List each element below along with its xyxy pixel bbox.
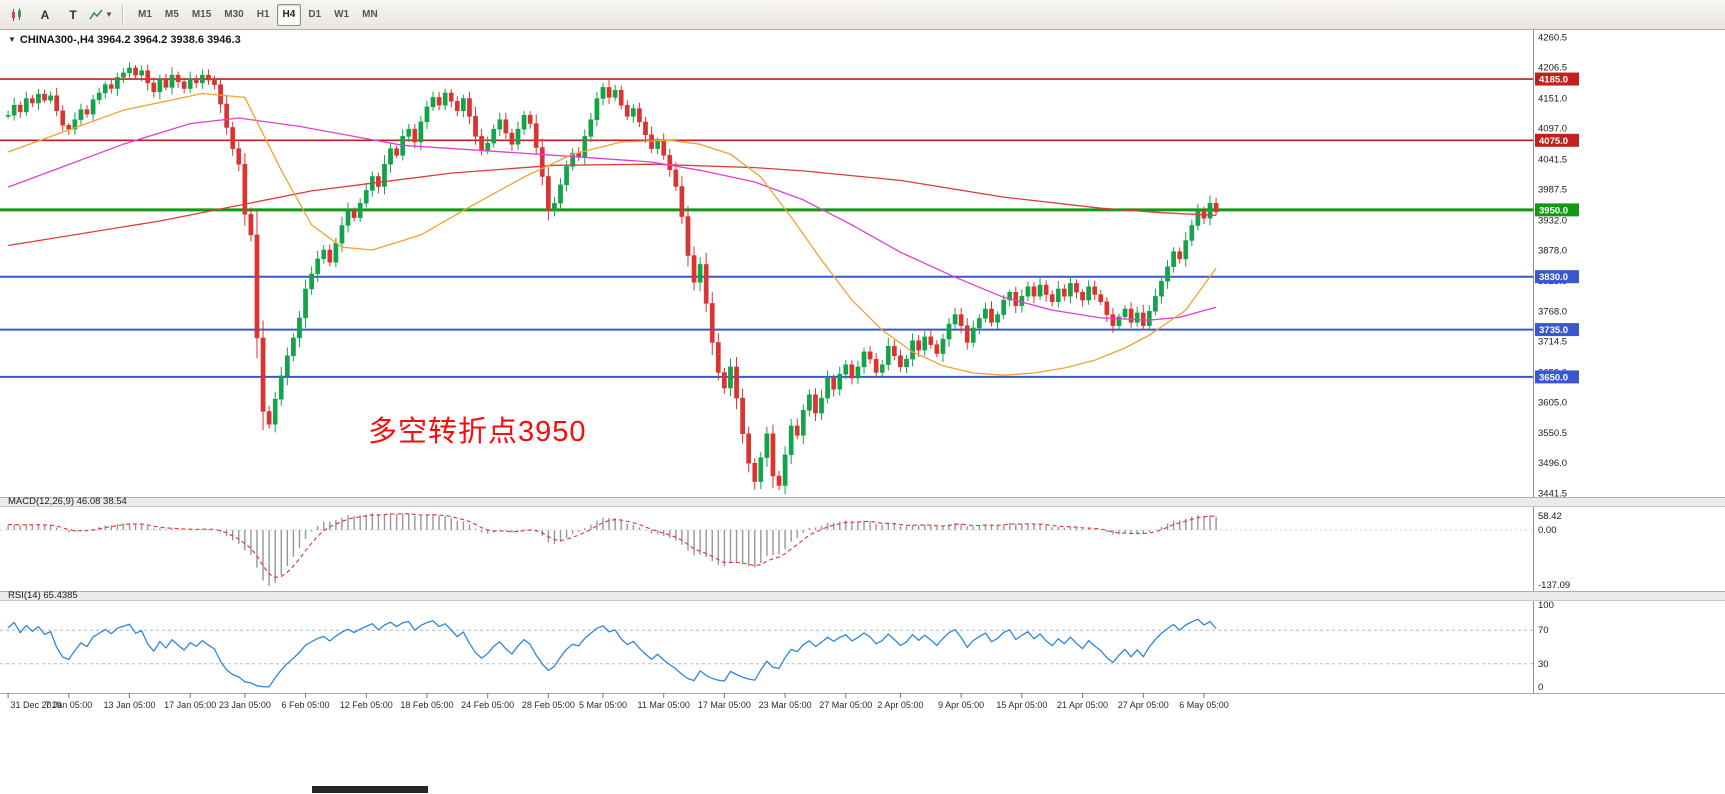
- svg-text:17 Mar 05:00: 17 Mar 05:00: [698, 700, 751, 710]
- macd-axis: 58.42 0.00 -137.09: [1538, 511, 1570, 591]
- svg-text:28 Feb 05:00: 28 Feb 05:00: [522, 700, 575, 710]
- svg-text:11 Mar 05:00: 11 Mar 05:00: [638, 700, 690, 710]
- candlestick-chart-icon: [12, 8, 21, 21]
- rsi-panel-divider[interactable]: [0, 591, 1725, 601]
- svg-text:3932.0: 3932.0: [1538, 215, 1567, 226]
- svg-text:3950.0: 3950.0: [1539, 205, 1568, 216]
- svg-text:-137.09: -137.09: [1538, 580, 1570, 591]
- macd-panel: [0, 513, 1533, 586]
- tf-h4-button[interactable]: H4: [276, 3, 302, 26]
- ma-slow-line: [7, 163, 1217, 247]
- svg-text:3441.5: 3441.5: [1538, 489, 1567, 500]
- tf-m1-button[interactable]: M1: [138, 9, 152, 20]
- tf-m5-button[interactable]: M5: [164, 9, 179, 20]
- level-price-badge: [1535, 133, 1579, 147]
- svg-text:31 Dec 2019: 31 Dec 2019: [10, 700, 61, 710]
- chart-annotation[interactable]: 多空转折点3950: [368, 416, 587, 448]
- svg-text:3714.5: 3714.5: [1538, 337, 1567, 348]
- chart-header-text: CHINA300-,H4 3964.2 3964.2 3938.6 3946.3: [19, 34, 241, 46]
- timeframe-group: M1 M5 M15 M30 H1 H4 D1 W1 MN: [132, 3, 384, 26]
- svg-text:6 Feb 05:00: 6 Feb 05:00: [282, 700, 330, 710]
- rsi-panel: [0, 618, 1533, 688]
- level-price-badge: [1535, 370, 1579, 384]
- template-tool-button[interactable]: T: [60, 3, 86, 27]
- svg-text:24 Feb 05:00: 24 Feb 05:00: [461, 700, 514, 710]
- price-axis: 4260.5 4206.5 4151.0 4097.0 4041.5 3987.5 3932…: [1533, 30, 1579, 693]
- ohlc-toggle-icon: ▼: [8, 35, 16, 44]
- tf-m15-button[interactable]: M15: [191, 9, 212, 20]
- level-price-badge: [1535, 270, 1579, 284]
- moving-averages: [7, 92, 1217, 376]
- level-price-badge: [1535, 323, 1579, 337]
- svg-text:3735.0: 3735.0: [1539, 325, 1568, 336]
- tf-mn-button[interactable]: MN: [362, 9, 378, 20]
- level-price-badge: [1535, 203, 1579, 217]
- svg-text:6 May 05:00: 6 May 05:00: [1179, 700, 1229, 710]
- svg-text:4260.5: 4260.5: [1538, 33, 1567, 44]
- svg-text:4041.5: 4041.5: [1538, 154, 1567, 165]
- svg-text:21 Apr 05:00: 21 Apr 05:00: [1057, 700, 1108, 710]
- svg-text:3987.5: 3987.5: [1538, 185, 1567, 196]
- svg-text:3830.0: 3830.0: [1539, 272, 1568, 283]
- template-tool-label: T: [69, 7, 77, 22]
- macd-signal-line: [8, 513, 1217, 578]
- text-tool-button[interactable]: A: [32, 3, 58, 27]
- svg-text:30: 30: [1538, 659, 1549, 670]
- svg-text:18 Feb 05:00: 18 Feb 05:00: [400, 700, 453, 710]
- horizontal-scrollbar-thumb[interactable]: [312, 786, 428, 793]
- svg-text:9 Apr 05:00: 9 Apr 05:00: [938, 700, 984, 710]
- chevron-down-icon: ▼: [105, 10, 113, 19]
- svg-text:12 Feb 05:00: 12 Feb 05:00: [340, 700, 393, 710]
- svg-text:5 Mar 05:00: 5 Mar 05:00: [579, 700, 627, 710]
- svg-text:58.42: 58.42: [1538, 511, 1562, 522]
- level-price-badge: [1535, 72, 1579, 86]
- tf-d1-button[interactable]: D1: [308, 9, 322, 20]
- tf-m30-button[interactable]: M30: [224, 9, 244, 20]
- chart-type-button[interactable]: [4, 3, 30, 27]
- ma-mid-line: [7, 117, 1217, 321]
- svg-text:2 Apr 05:00: 2 Apr 05:00: [877, 700, 923, 710]
- svg-text:15 Apr 05:00: 15 Apr 05:00: [996, 700, 1047, 710]
- chart-symbol-header: ▼ CHINA300-,H4 3964.2 3964.2 3938.6 3946.…: [8, 34, 241, 46]
- svg-text:4206.5: 4206.5: [1538, 63, 1567, 74]
- toolbar: A T ▼ M1 M5 M15 M30 H1 H4 D1 W1 MN: [0, 0, 1725, 30]
- svg-text:23 Mar 05:00: 23 Mar 05:00: [759, 700, 812, 710]
- svg-text:17 Jan 05:00: 17 Jan 05:00: [164, 700, 216, 710]
- indicators-button[interactable]: ▼: [88, 3, 114, 27]
- svg-text:4075.0: 4075.0: [1539, 136, 1568, 147]
- indicator-line-icon: [89, 9, 103, 19]
- svg-text:4097.0: 4097.0: [1538, 124, 1567, 135]
- svg-text:3550.5: 3550.5: [1538, 428, 1567, 439]
- svg-text:3496.0: 3496.0: [1538, 458, 1567, 469]
- svg-text:4151.0: 4151.0: [1538, 93, 1567, 104]
- svg-text:27 Mar 05:00: 27 Mar 05:00: [819, 700, 872, 710]
- ma-fast-line: [7, 92, 1217, 376]
- svg-text:0.00: 0.00: [1538, 525, 1557, 536]
- svg-text:4185.0: 4185.0: [1539, 75, 1568, 86]
- tf-w1-button[interactable]: W1: [334, 9, 350, 20]
- macd-panel-divider[interactable]: [0, 497, 1725, 507]
- svg-text:27 Apr 05:00: 27 Apr 05:00: [1118, 700, 1169, 710]
- svg-text:7 Jan 05:00: 7 Jan 05:00: [45, 700, 92, 710]
- tf-h1-button[interactable]: H1: [256, 9, 270, 20]
- svg-text:3650.0: 3650.0: [1539, 372, 1568, 383]
- rsi-header: RSI(14) 65.4385: [8, 590, 78, 601]
- svg-text:13 Jan 05:00: 13 Jan 05:00: [103, 700, 155, 710]
- svg-text:70: 70: [1538, 625, 1549, 636]
- svg-text:23 Jan 05:00: 23 Jan 05:00: [219, 700, 271, 710]
- level-lines: [0, 78, 1533, 378]
- rsi-line: [7, 618, 1217, 688]
- svg-text:0: 0: [1538, 682, 1543, 693]
- svg-text:100: 100: [1538, 600, 1554, 611]
- candles-layer: [5, 62, 1219, 495]
- macd-header: MACD(12,26,9) 46.08 38.54: [8, 496, 127, 507]
- svg-text:3605.0: 3605.0: [1538, 397, 1567, 408]
- rsi-axis: 100 70 30 0: [1538, 600, 1554, 693]
- toolbar-separator: [122, 4, 124, 25]
- svg-text:3878.0: 3878.0: [1538, 245, 1567, 256]
- svg-text:3768.0: 3768.0: [1538, 307, 1567, 318]
- text-tool-label: A: [40, 7, 50, 22]
